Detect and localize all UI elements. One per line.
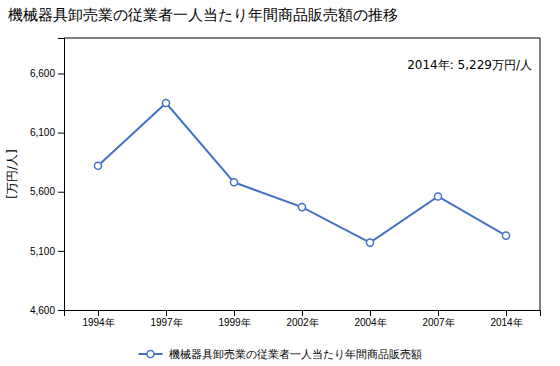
point bbox=[94, 162, 101, 169]
y-tick-mark bbox=[58, 73, 64, 74]
x-tick-label: 2004年 bbox=[354, 317, 386, 328]
point bbox=[366, 239, 373, 246]
x-tick-mark bbox=[438, 310, 439, 316]
frame-top bbox=[64, 38, 540, 39]
x-tick-mark bbox=[370, 310, 371, 316]
x-tick-label: 2007年 bbox=[422, 317, 454, 328]
x-tick: 2004年 bbox=[354, 310, 386, 328]
point bbox=[502, 232, 509, 239]
y-tick: 5,100 bbox=[30, 246, 64, 257]
line bbox=[98, 103, 506, 243]
x-tick: 2002年 bbox=[286, 310, 318, 328]
y-tick: 6,100 bbox=[30, 127, 64, 138]
point bbox=[162, 99, 169, 106]
x-tick-label: 1997年 bbox=[150, 317, 182, 328]
plot: 4,600 5,100 5,600 6,100 6,600 1994年 1997年 1999年… bbox=[30, 38, 541, 328]
y-tick-label: 5,600 bbox=[30, 186, 55, 197]
x-tick: 2007年 bbox=[422, 310, 454, 328]
y-tick: 6,600 bbox=[30, 68, 64, 79]
y-axis-title: [万円/人] bbox=[5, 149, 19, 198]
x-tick-mark bbox=[506, 310, 507, 316]
y-tick-mark bbox=[58, 192, 64, 193]
y-tick: 5,600 bbox=[30, 186, 64, 197]
point bbox=[434, 193, 441, 200]
legend: 機械器具卸売業の従業者一人当たり年間商品販売額 bbox=[139, 348, 422, 361]
x-axis: 1994年 1997年 1999年 2002年 2004年 2007年 2014年 bbox=[65, 310, 541, 328]
y-tick-label: 6,600 bbox=[30, 68, 55, 79]
y-tick-mark bbox=[58, 133, 64, 134]
x-tick-mark bbox=[98, 310, 99, 316]
x-tick-label: 1999年 bbox=[218, 317, 250, 328]
x-tick: 1999年 bbox=[218, 310, 250, 328]
legend-marker bbox=[147, 350, 154, 357]
y-tick: 4,600 bbox=[30, 305, 64, 316]
point bbox=[230, 179, 237, 186]
y-tick-label: 6,100 bbox=[30, 127, 55, 138]
chart: 機械器具卸売業の従業者一人当たり年間商品販売額の推移 4,600 5,100 5,60… bbox=[0, 0, 560, 366]
legend-label: 機械器具卸売業の従業者一人当たり年間商品販売額 bbox=[169, 348, 422, 361]
x-tick: 2014年 bbox=[490, 310, 522, 328]
x-tick-label: 1994年 bbox=[82, 317, 114, 328]
y-tick-label: 4,600 bbox=[30, 305, 55, 316]
y-axis: 4,600 5,100 5,600 6,100 6,600 bbox=[30, 39, 65, 316]
y-tick-label: 5,100 bbox=[30, 246, 55, 257]
x-axis-line bbox=[65, 311, 541, 317]
y-axis-line bbox=[58, 39, 65, 311]
y-tick-mark bbox=[58, 251, 64, 252]
marks bbox=[94, 99, 509, 246]
x-tick-mark bbox=[302, 310, 303, 316]
x-tick: 1997年 bbox=[150, 310, 182, 328]
point bbox=[298, 204, 305, 211]
y-tick-mark bbox=[58, 310, 64, 311]
title: 機械器具卸売業の従業者一人当たり年間商品販売額の推移 bbox=[8, 6, 398, 24]
annotation: 2014年: 5,229万円/人 bbox=[407, 58, 532, 72]
frame-right bbox=[540, 38, 541, 310]
x-tick-mark bbox=[234, 310, 235, 316]
legend-item: 機械器具卸売業の従業者一人当たり年間商品販売額 bbox=[139, 348, 422, 361]
x-tick-label: 2014年 bbox=[490, 317, 522, 328]
x-tick-label: 2002年 bbox=[286, 317, 318, 328]
x-tick-mark bbox=[166, 310, 167, 316]
x-tick: 1994年 bbox=[82, 310, 114, 328]
